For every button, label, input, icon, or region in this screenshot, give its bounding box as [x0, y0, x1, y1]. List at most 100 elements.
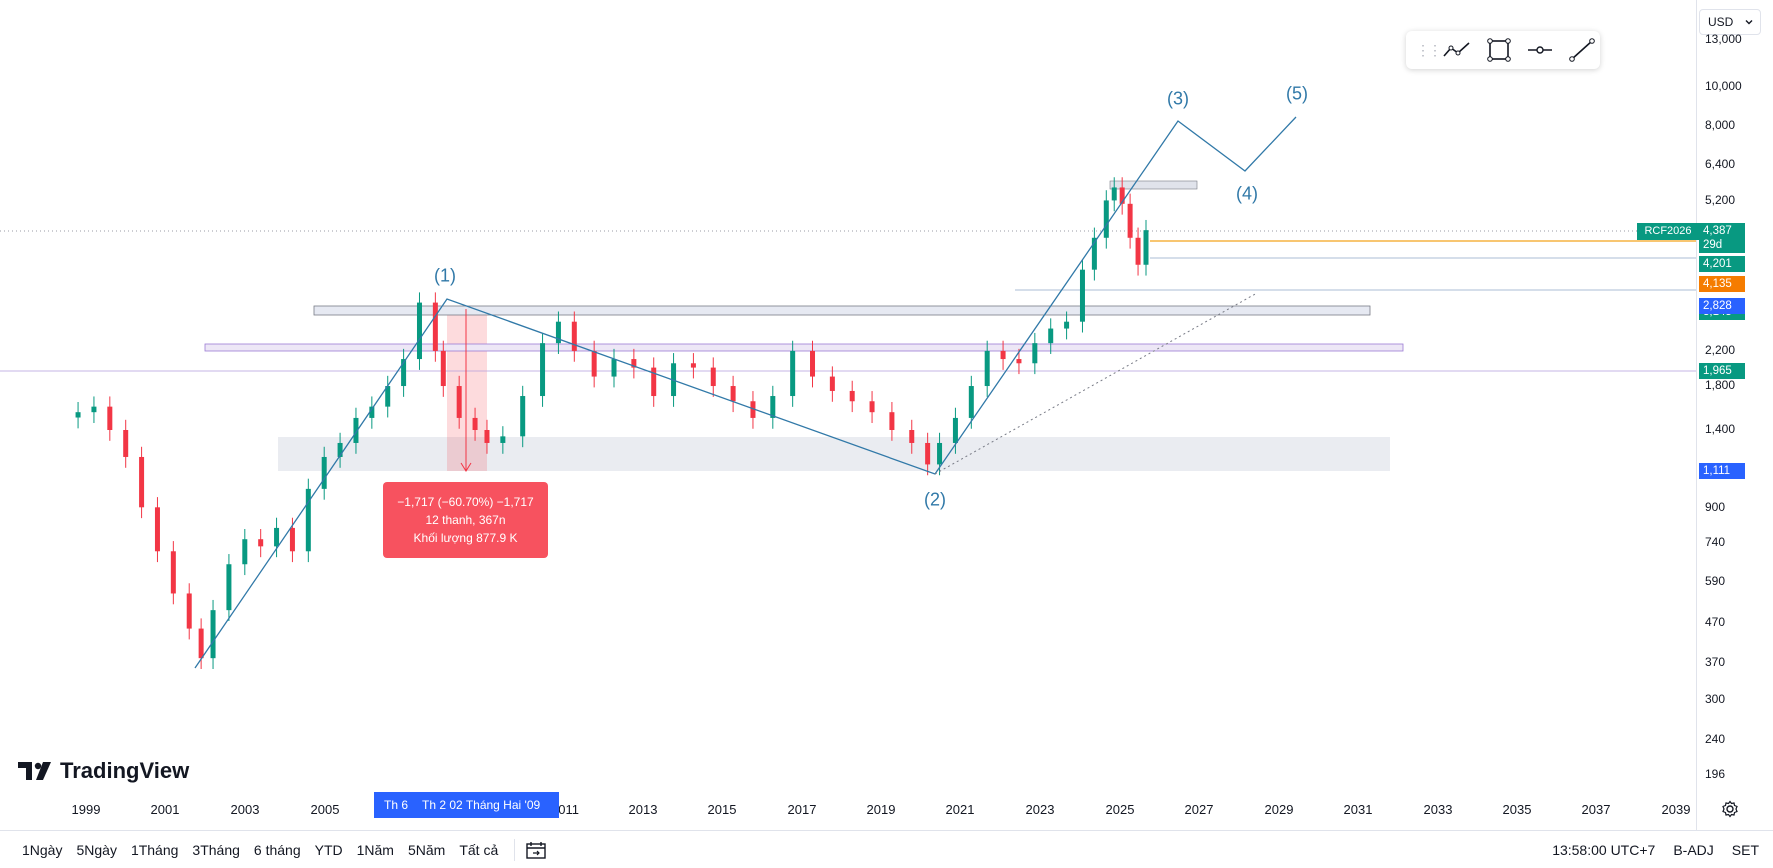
candle-body — [353, 417, 359, 443]
crosshair-time-label: Th 6 Th 2 02 Tháng Hai '09 — [374, 792, 559, 818]
tradingview-logo: TradingView — [18, 758, 189, 784]
candle-body — [75, 412, 81, 418]
x-tick: 2023 — [1025, 802, 1055, 817]
range-all-button[interactable]: Tất cả — [459, 841, 499, 858]
wave-label-4: (4) — [1236, 183, 1258, 204]
x-tick: 2013 — [628, 802, 658, 817]
candle-body — [274, 527, 280, 547]
exchange-label: SET — [1731, 841, 1759, 858]
currency-selector[interactable]: USD — [1699, 9, 1761, 35]
adjustment-toggle[interactable]: B-ADJ — [1673, 841, 1714, 858]
y-tick: 1,800 — [1705, 378, 1736, 392]
candle-body — [198, 628, 204, 659]
x-tick: 2031 — [1343, 802, 1373, 817]
measure-arrowhead — [460, 462, 472, 472]
y-tick: 1,400 — [1705, 422, 1736, 436]
symbol-label: RCF2026 — [1637, 223, 1699, 240]
candle-body — [369, 406, 375, 418]
gear-icon[interactable] — [1720, 799, 1740, 819]
candle-body — [1032, 343, 1038, 364]
crosshair-day: Th 6 — [384, 798, 409, 812]
candle-body — [631, 359, 637, 368]
logo-text: TradingView — [60, 758, 190, 783]
candle-body — [186, 593, 192, 629]
x-tick: 2017 — [787, 802, 817, 817]
price-badge: 1,965 — [1699, 363, 1745, 379]
horizontal-ray-icon[interactable] — [1526, 36, 1554, 64]
range-ytd-button[interactable]: YTD — [314, 841, 343, 858]
candle-body — [226, 564, 232, 611]
y-tick: 6,400 — [1705, 157, 1736, 171]
y-tick: 240 — [1705, 732, 1726, 746]
candle-body — [937, 442, 943, 465]
candle-body — [440, 350, 446, 387]
candle-body — [1111, 187, 1117, 201]
x-tick: 2019 — [866, 802, 896, 817]
range-6m-button[interactable]: 6 tháng — [253, 841, 301, 858]
range-selector: 1Ngày 5Ngày 1Tháng 3Tháng 6 tháng YTD 1N… — [16, 842, 504, 858]
x-tick: 2025 — [1105, 802, 1135, 817]
wave-label-3: (3) — [1167, 88, 1189, 109]
clock-time[interactable]: 13:58:00 UTC+7 — [1552, 841, 1656, 858]
candle-body — [869, 401, 875, 413]
candle-body — [889, 412, 895, 430]
candle-body — [1127, 203, 1133, 238]
drag-handle-icon[interactable]: ⋮⋮ — [1416, 41, 1442, 58]
y-tick: 590 — [1705, 574, 1726, 588]
status-area: 13:58:00 UTC+7 B-ADJ SET — [1552, 842, 1759, 858]
y-tick: 5,200 — [1705, 193, 1736, 207]
candle-body — [321, 456, 327, 489]
measure-volume: Khối lượng 877.9 K — [413, 531, 518, 545]
range-1d-button[interactable]: 1Ngày — [22, 841, 63, 858]
candle-body — [1048, 328, 1054, 344]
wave-label-2: (2) — [924, 489, 946, 510]
chart-canvas[interactable] — [0, 0, 1696, 830]
rectangle-icon[interactable] — [1486, 36, 1512, 64]
candle-body — [1103, 200, 1109, 238]
divider — [514, 838, 516, 861]
price-badge: 2,828 — [1699, 298, 1745, 314]
wave-label-5: (5) — [1286, 83, 1308, 104]
candle-body — [829, 376, 835, 391]
trend-line-icon[interactable] — [1442, 36, 1472, 64]
measure-bars: 12 thanh, 367n — [425, 513, 506, 527]
y-tick: 740 — [1705, 535, 1726, 549]
range-1m-button[interactable]: 1Tháng — [130, 841, 179, 858]
currency-label: USD — [1708, 15, 1734, 29]
price-badge: 1,111 — [1699, 463, 1745, 479]
price-scale-border — [1696, 0, 1697, 830]
wave-label-1: (1) — [434, 265, 456, 286]
candle-body — [730, 386, 736, 402]
bottom-toolbar: 1Ngày 5Ngày 1Tháng 3Tháng 6 tháng YTD 1N… — [0, 830, 1773, 868]
y-tick: 196 — [1705, 767, 1726, 781]
calendar-icon[interactable] — [525, 840, 547, 860]
candle-body — [1000, 350, 1006, 360]
candles-layer — [75, 177, 1149, 669]
candle-body — [385, 386, 391, 407]
range-3m-button[interactable]: 3Tháng — [192, 841, 240, 858]
tradingview-logo-icon — [18, 762, 51, 780]
candle-body — [810, 350, 816, 377]
y-tick: 8,000 — [1705, 118, 1736, 132]
line-icon[interactable] — [1568, 36, 1596, 64]
x-tick: 2005 — [310, 802, 340, 817]
candle-body — [710, 367, 716, 387]
x-tick: 2001 — [150, 802, 180, 817]
x-tick: 2003 — [230, 802, 260, 817]
candle-body — [107, 406, 113, 430]
x-tick: 2037 — [1581, 802, 1611, 817]
candle-body — [1064, 321, 1070, 329]
candle-body — [337, 442, 343, 457]
y-tick: 470 — [1705, 615, 1726, 629]
range-1y-button[interactable]: 1Năm — [356, 841, 394, 858]
current-price-badge: 4,387 29d 11h — [1699, 223, 1745, 265]
range-5d-button[interactable]: 5Ngày — [76, 841, 117, 858]
drawing-toolbar: ⋮⋮ — [1406, 31, 1600, 69]
candle-body — [984, 350, 990, 387]
range-5y-button[interactable]: 5Năm — [407, 841, 446, 858]
candle-body — [432, 302, 438, 351]
resistance-zone-1 — [313, 305, 1371, 316]
x-tick: 2027 — [1184, 802, 1214, 817]
candle-body — [242, 539, 248, 565]
y-tick: 10,000 — [1705, 79, 1742, 93]
